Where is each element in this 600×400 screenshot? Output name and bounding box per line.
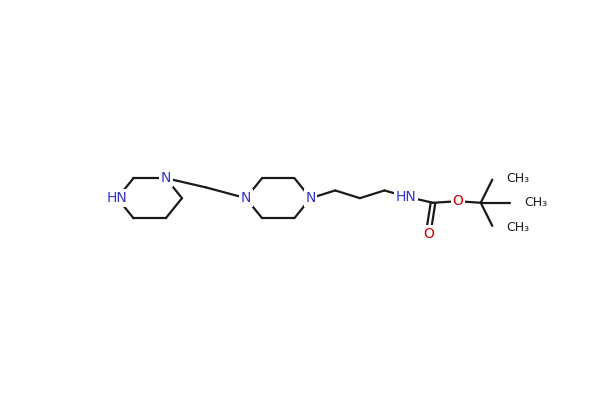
- Text: N: N: [305, 191, 316, 205]
- Text: O: O: [424, 226, 434, 240]
- Text: HN: HN: [395, 190, 416, 204]
- Text: N: N: [161, 171, 171, 185]
- Text: CH₃: CH₃: [506, 172, 529, 185]
- Text: N: N: [241, 191, 251, 205]
- Text: CH₃: CH₃: [524, 196, 547, 209]
- Text: O: O: [452, 194, 463, 208]
- Text: CH₃: CH₃: [506, 221, 529, 234]
- Text: HN: HN: [107, 191, 128, 205]
